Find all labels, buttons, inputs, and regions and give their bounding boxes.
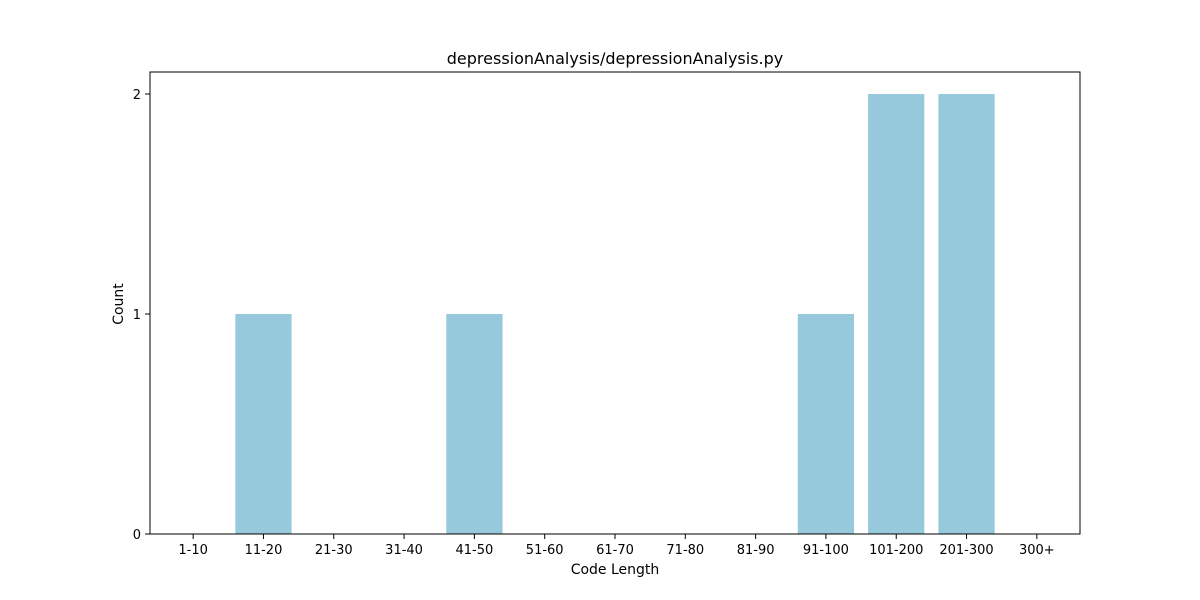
x-tick-label: 91-100 [803,543,849,558]
x-tick-label: 300+ [1019,543,1055,558]
y-tick-label: 2 [133,88,141,103]
x-tick-label: 81-90 [737,543,775,558]
x-tick-label: 31-40 [385,543,423,558]
x-tick-label: 1-10 [178,543,208,558]
bars-layer [235,94,995,534]
bar-201-300 [938,94,995,534]
x-tick-label: 11-20 [245,543,283,558]
x-tick-label: 41-50 [455,543,493,558]
bar-11-20 [235,314,292,534]
chart-title: depressionAnalysis/depressionAnalysis.py [447,49,784,68]
x-tick-label: 21-30 [315,543,353,558]
bar-91-100 [797,314,855,534]
x-tick-label: 201-300 [939,543,993,558]
x-tick-label: 101-200 [869,543,923,558]
x-tick-label: 71-80 [666,543,704,558]
y-axis-label: Count [111,283,127,325]
bar-41-50 [446,314,503,534]
x-axis-label: Code Length [571,562,660,578]
y-tick-label: 1 [133,308,141,323]
x-tick-label: 61-70 [596,543,634,558]
axes-layer: 1-10 11-20 21-30 31-40 41-50 51-60 61-70 71-80 8… [133,71,1081,558]
bar-101-200 [868,94,925,534]
y-tick-label: 0 [133,528,141,543]
x-tick-label: 51-60 [526,543,564,558]
